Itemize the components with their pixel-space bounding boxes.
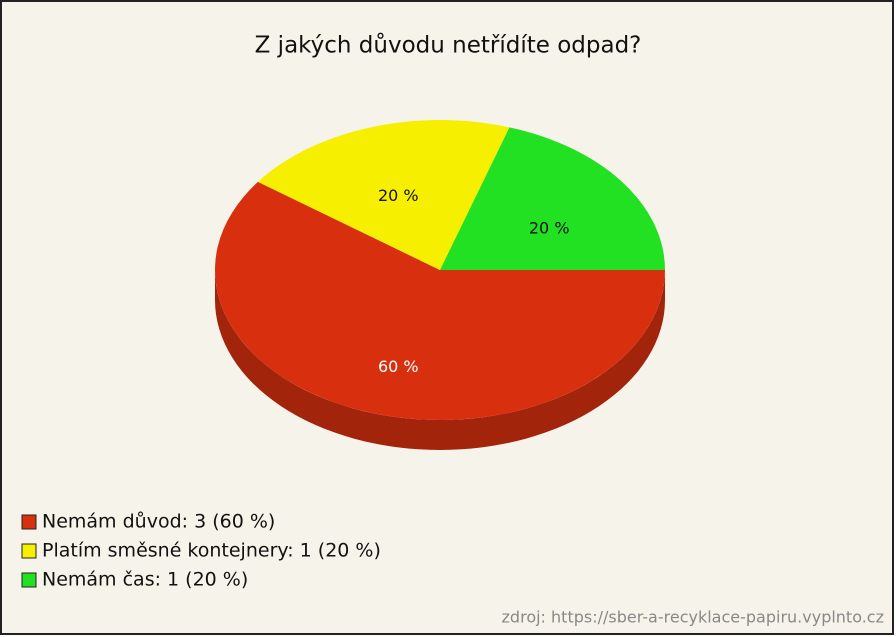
legend-label: Nemám důvod: 3 (60 %) [42,511,275,533]
data-label: 20 % [529,219,570,238]
source: zdroj: https://sber-a-recyklace-papiru.v… [502,608,884,627]
legend-label: Platím směsné kontejnery: 1 (20 %) [42,540,381,562]
legend-label: Nemám čas: 1 (20 %) [42,569,248,591]
pie-slice [440,127,665,270]
pie-slice [257,120,510,271]
chart-title: Z jakých důvodu netřídíte odpad? [255,32,642,59]
legend-swatch [21,572,37,588]
pie-side [215,270,665,450]
legend-swatch [21,514,37,530]
legend-swatch [21,543,37,559]
data-label: 20 % [378,186,419,205]
pie-slice [215,181,665,421]
data-label: 60 % [378,357,419,376]
